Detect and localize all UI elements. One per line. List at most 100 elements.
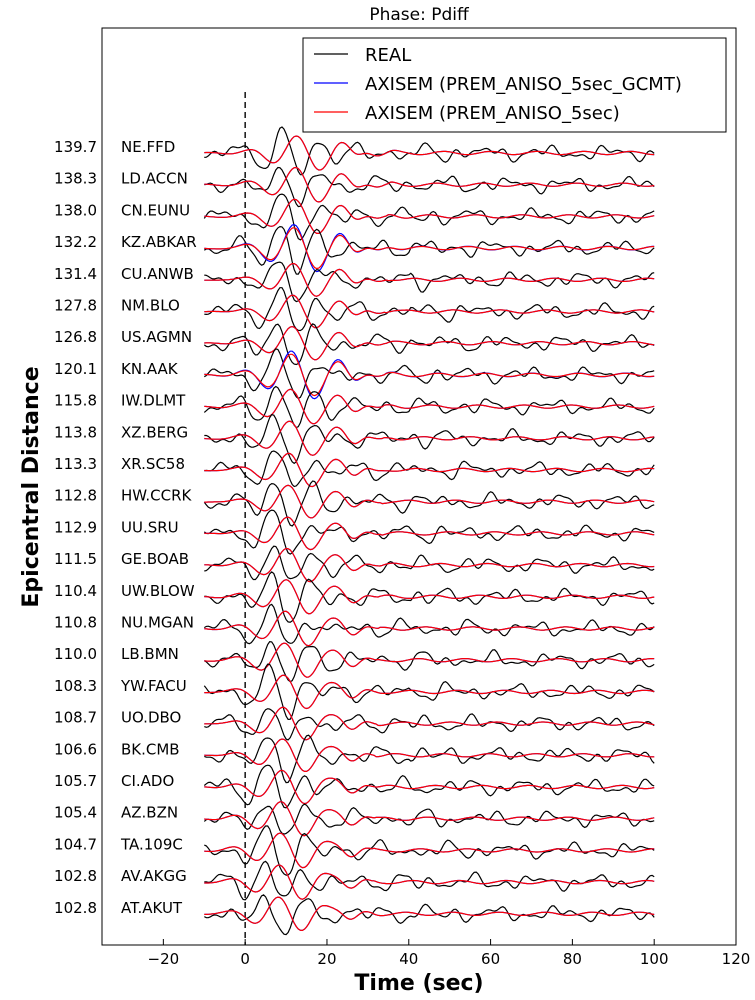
distance-label: 112.9	[54, 518, 97, 536]
station-label: NM.BLO	[121, 297, 180, 315]
trace-synthetic-prem	[204, 896, 655, 932]
trace-synthetic-prem	[204, 610, 655, 647]
distance-label: 139.7	[54, 138, 97, 156]
x-tick-label: 100	[640, 950, 669, 968]
station-label: AZ.BZN	[121, 804, 178, 822]
station-label: UO.DBO	[121, 709, 181, 727]
station-label: US.AGMN	[121, 328, 192, 346]
trace-synthetic-prem	[204, 547, 655, 583]
station-label: BK.CMB	[121, 740, 180, 758]
trace-synthetic-prem	[204, 294, 655, 329]
trace-synthetic-prem	[204, 227, 655, 270]
legend-label-prem: AXISEM (PREM_ANISO_5sec)	[365, 103, 620, 124]
x-tick-label: 0	[240, 950, 250, 968]
legend: REAL AXISEM (PREM_ANISO_5sec_GCMT) AXISE…	[302, 37, 727, 133]
trace-synthetic-prem	[204, 706, 655, 741]
trace-real	[204, 261, 655, 303]
station-label: GE.BOAB	[121, 550, 189, 568]
distance-label: 106.6	[54, 740, 97, 758]
trace-synthetic-prem	[204, 642, 655, 678]
trace-real	[203, 764, 655, 809]
x-tick-label: 120	[722, 950, 751, 968]
trace-synthetic-prem	[204, 516, 655, 551]
distance-label: 110.4	[54, 582, 97, 600]
trace-synthetic-prem	[204, 388, 655, 425]
chart-title: Phase: Pdiff	[369, 5, 470, 25]
trace-real	[204, 126, 655, 176]
distance-label: 112.8	[54, 487, 97, 505]
distance-label: 132.2	[54, 233, 97, 251]
trace-synthetic-prem	[204, 325, 655, 361]
trace-synthetic-prem	[204, 769, 655, 805]
trace-synthetic-prem	[204, 263, 655, 297]
legend-label-gcmt: AXISEM (PREM_ANISO_5sec_GCMT)	[365, 74, 682, 95]
distance-label: 105.4	[54, 804, 97, 822]
distance-label: 126.8	[54, 328, 97, 346]
station-label: XR.SC58	[121, 455, 185, 473]
x-tick-label: −20	[148, 950, 180, 968]
distance-label: 105.7	[54, 772, 97, 790]
trace-synthetic-prem	[204, 452, 655, 488]
station-label: YW.FACU	[120, 677, 187, 695]
station-label: LD.ACCN	[121, 170, 188, 188]
legend-box	[302, 37, 727, 133]
trace-synthetic-prem	[204, 674, 655, 710]
distance-label: 108.3	[54, 677, 97, 695]
trace-real	[203, 603, 655, 645]
distance-label: 104.7	[54, 835, 97, 853]
trace-synthetic-prem	[204, 738, 655, 772]
trace-real	[203, 663, 655, 721]
distance-label: 120.1	[54, 360, 97, 378]
trace-synthetic-prem	[204, 864, 655, 900]
station-label: KZ.ABKAR	[121, 233, 197, 251]
trace-synthetic-prem	[204, 801, 655, 837]
distance-label: 110.8	[54, 614, 97, 632]
trace-synthetic-prem	[204, 198, 655, 234]
x-tick-label: 80	[563, 950, 582, 968]
x-tick-label: 60	[481, 950, 500, 968]
trace-labels: 139.7 NE.FFD 138.3 LD.ACCN 138.0 CN.EUNU 132.2…	[54, 138, 197, 917]
station-label: NE.FFD	[121, 138, 175, 156]
distance-label: 127.8	[54, 297, 97, 315]
station-label: XZ.BERG	[121, 423, 188, 441]
x-axis-title: Time (sec)	[354, 971, 483, 996]
trace-real	[203, 385, 655, 429]
trace-synthetic-prem	[204, 484, 655, 519]
plot-area	[101, 27, 737, 946]
distance-label: 115.8	[54, 392, 97, 410]
station-label: TA.109C	[120, 835, 183, 853]
station-label: LB.BMN	[121, 645, 179, 663]
trace-real	[203, 225, 655, 275]
trace-real	[203, 480, 655, 527]
trace-real	[204, 414, 655, 465]
y-axis-title: Epicentral Distance	[19, 366, 44, 607]
trace-real	[203, 803, 655, 835]
station-label: CN.EUNU	[121, 201, 190, 219]
trace-synthetic-prem	[204, 579, 655, 615]
distance-label: 110.0	[54, 645, 97, 663]
x-tick-label: 40	[399, 950, 418, 968]
legend-label-real: REAL	[365, 45, 411, 66]
distance-label: 113.8	[54, 423, 97, 441]
trace-real	[204, 166, 655, 208]
distance-label: 113.3	[54, 455, 97, 473]
station-label: IW.DLMT	[121, 392, 186, 410]
trace-real	[204, 545, 655, 581]
trace-real	[204, 450, 655, 488]
station-label: HW.CCRK	[121, 487, 193, 505]
trace-synthetic-prem	[204, 353, 655, 397]
distance-label: 108.7	[54, 709, 97, 727]
distance-label: 138.0	[54, 201, 97, 219]
trace-real	[204, 287, 655, 332]
station-label: NU.MGAN	[121, 614, 194, 632]
distance-label: 102.8	[54, 867, 97, 885]
distance-label: 111.5	[54, 550, 97, 568]
distance-label: 131.4	[54, 265, 97, 283]
trace-group	[203, 126, 655, 936]
x-tick-label: 20	[317, 950, 336, 968]
distance-label: 138.3	[54, 170, 97, 188]
trace-real	[203, 348, 655, 400]
station-label: AV.AKGG	[121, 867, 187, 885]
station-label: AT.AKUT	[121, 899, 183, 917]
